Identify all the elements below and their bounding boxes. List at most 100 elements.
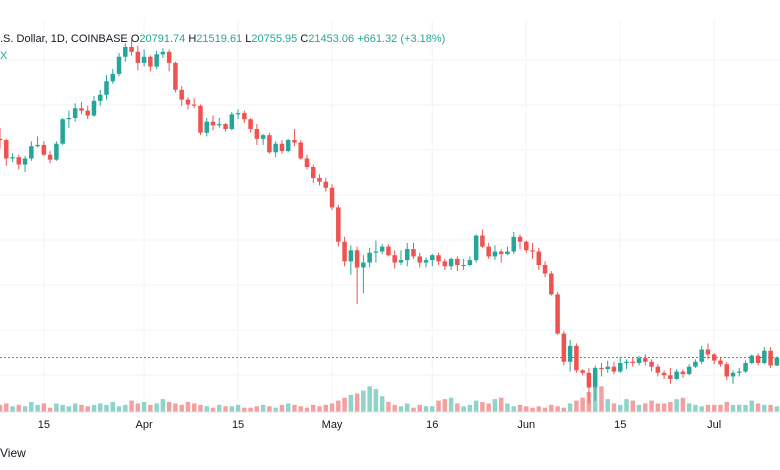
volume-bar	[154, 403, 159, 412]
candle-body	[166, 51, 172, 63]
volume-bar	[755, 403, 761, 412]
volume-bar	[210, 407, 216, 412]
volume-bar	[461, 406, 466, 412]
x-tick-label: Jul	[707, 419, 721, 431]
volume-bar	[185, 402, 191, 412]
volume-bar	[179, 404, 184, 412]
candle-body	[749, 355, 755, 363]
candle-body	[204, 121, 210, 133]
volume-bar	[279, 404, 285, 412]
candle-body	[123, 46, 128, 57]
open-label: O	[130, 33, 140, 45]
candle-body	[229, 114, 235, 130]
candle-body	[480, 235, 485, 247]
volume-bar	[580, 397, 585, 412]
high-value: 21519.61	[196, 33, 243, 45]
candle-body	[248, 119, 253, 130]
volume-bar	[204, 406, 210, 412]
candle-body	[173, 62, 178, 90]
volume-bar	[41, 403, 47, 412]
volume-bar	[329, 403, 335, 412]
volume-bar	[517, 404, 523, 412]
candle-body	[292, 140, 297, 143]
x-tick-label: 15	[38, 419, 50, 431]
candle-body	[411, 249, 416, 257]
volume-bar	[724, 402, 730, 412]
volume-bar	[498, 397, 504, 412]
candle-body	[242, 113, 247, 120]
candle-body	[235, 113, 241, 115]
candle-body	[774, 357, 780, 366]
candle-body	[498, 251, 504, 254]
candle-body	[755, 355, 761, 363]
candle-body	[79, 108, 84, 111]
volume-bar	[273, 407, 278, 412]
volume-bar	[530, 407, 535, 412]
volume-bar	[668, 402, 673, 412]
volume-bar	[110, 402, 116, 412]
ohlc-legend: .S. Dollar, 1D, COINBASE O20791.74 H2151…	[0, 33, 445, 45]
volume-bar	[367, 386, 372, 412]
x-axis-ticks: 15Apr15May16Jun15Jul18	[38, 419, 722, 431]
candle-body	[486, 246, 491, 257]
candle-body	[22, 158, 28, 165]
volume-bar	[373, 389, 379, 412]
candle-body	[367, 252, 372, 263]
candle-body	[361, 262, 366, 268]
volume-bar	[361, 390, 366, 412]
volume-bar	[617, 404, 623, 412]
candle-body	[179, 89, 184, 100]
volume-bars	[0, 386, 780, 412]
candle-body	[323, 181, 329, 188]
candle-body	[442, 261, 448, 267]
volume-bar	[392, 404, 397, 412]
volume-bar	[524, 406, 529, 412]
indicator-label: X	[0, 50, 8, 62]
candle-body	[448, 258, 454, 267]
candle-body	[398, 260, 404, 263]
candle-body	[373, 251, 379, 253]
candle-body	[4, 140, 9, 159]
volume-bar	[661, 403, 667, 412]
candle-body	[260, 135, 266, 139]
volume-bar	[191, 403, 197, 412]
volume-bar	[35, 404, 40, 412]
candle-body	[636, 358, 642, 363]
volume-bar	[730, 404, 736, 412]
candle-body	[198, 105, 203, 133]
volume-bar	[448, 397, 454, 412]
candle-body	[661, 372, 667, 376]
volume-bar	[342, 397, 347, 412]
volume-bar	[166, 402, 172, 412]
volume-bar	[473, 400, 479, 412]
candle-body	[693, 361, 698, 367]
volume-bar	[254, 406, 260, 412]
volume-bar	[574, 400, 579, 412]
volume-bar	[29, 402, 34, 412]
candle-body	[0, 138, 3, 141]
candle-body	[148, 56, 153, 67]
volume-bar	[718, 404, 723, 412]
volume-bar	[141, 402, 147, 412]
volume-bar	[148, 404, 153, 412]
candle-body	[436, 255, 441, 262]
candle-body	[97, 94, 103, 101]
volume-bar	[267, 406, 272, 412]
volume-bar	[348, 394, 354, 412]
volume-bar	[430, 406, 435, 412]
volume-bar	[229, 406, 235, 412]
volume-bar	[442, 399, 448, 412]
volume-bar	[605, 399, 610, 412]
volume-bar	[680, 397, 686, 412]
volume-bar	[611, 403, 617, 412]
volume-bar	[217, 404, 222, 412]
close-value: 21453.06	[308, 33, 355, 45]
volume-bar	[285, 403, 291, 412]
candle-body	[386, 246, 391, 256]
candle-body	[66, 118, 72, 120]
candle-body	[35, 144, 40, 147]
candle-body	[599, 367, 604, 370]
volume-bar	[160, 399, 166, 412]
candle-body	[317, 178, 322, 182]
